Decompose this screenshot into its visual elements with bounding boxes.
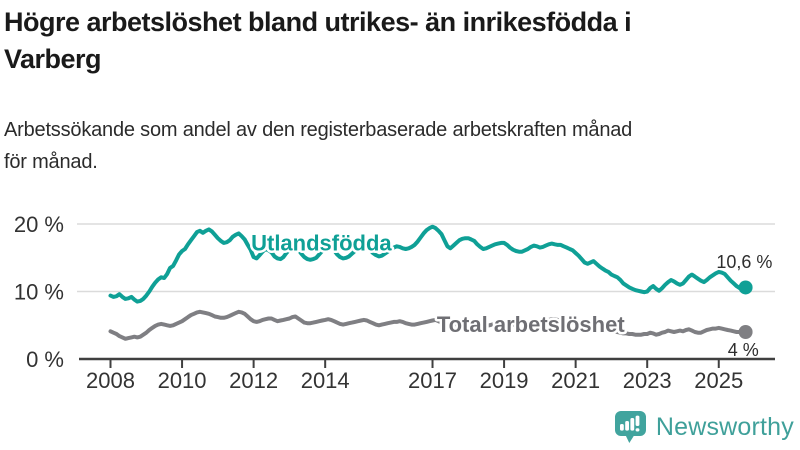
- y-tick-label-10: 10 %: [14, 280, 64, 305]
- annotation-0: Utlandsfödda: [251, 230, 392, 255]
- x-tick-label-2025: 2025: [694, 368, 743, 393]
- x-tick-label-2012: 2012: [229, 368, 278, 393]
- header: Högre arbetslöshet bland utrikes- än inr…: [4, 4, 796, 178]
- annotation-3: 4 %: [728, 340, 759, 360]
- y-tick-label-20: 20 %: [14, 212, 64, 237]
- chart-subtitle: Arbetssökande som andel av den registerb…: [4, 114, 796, 178]
- title-line-2: Varberg: [4, 44, 102, 74]
- annotation-2: 10,6 %: [716, 252, 772, 272]
- y-tick-label-0: 0 %: [26, 347, 64, 372]
- series-line-0: [108, 224, 748, 304]
- x-tick-label-2017: 2017: [408, 368, 457, 393]
- x-tick-label-2023: 2023: [623, 368, 672, 393]
- subtitle-line-2: för månad.: [4, 151, 98, 173]
- page-title: Högre arbetslöshet bland utrikes- än inr…: [4, 4, 796, 78]
- x-tick-label-2008: 2008: [86, 368, 135, 393]
- newsworthy-brand: Newsworthy: [614, 410, 794, 445]
- newsworthy-logo-icon: [614, 411, 646, 443]
- x-tick-label-2021: 2021: [551, 368, 600, 393]
- subtitle-line-1: Arbetssökande som andel av den registerb…: [4, 119, 633, 141]
- title-line-1: Högre arbetslöshet bland utrikes- än inr…: [4, 7, 632, 37]
- annotation-1: Total arbetslöshet: [437, 312, 626, 337]
- series-line-1: [108, 309, 748, 341]
- series-end-dot-0: [738, 280, 753, 295]
- series-end-dot-1: [738, 325, 753, 339]
- x-tick-label-2019: 2019: [480, 368, 529, 393]
- newsworthy-wordmark: Newsworthy: [655, 413, 794, 441]
- x-tick-label-2014: 2014: [301, 368, 350, 393]
- x-tick-label-2010: 2010: [158, 368, 207, 393]
